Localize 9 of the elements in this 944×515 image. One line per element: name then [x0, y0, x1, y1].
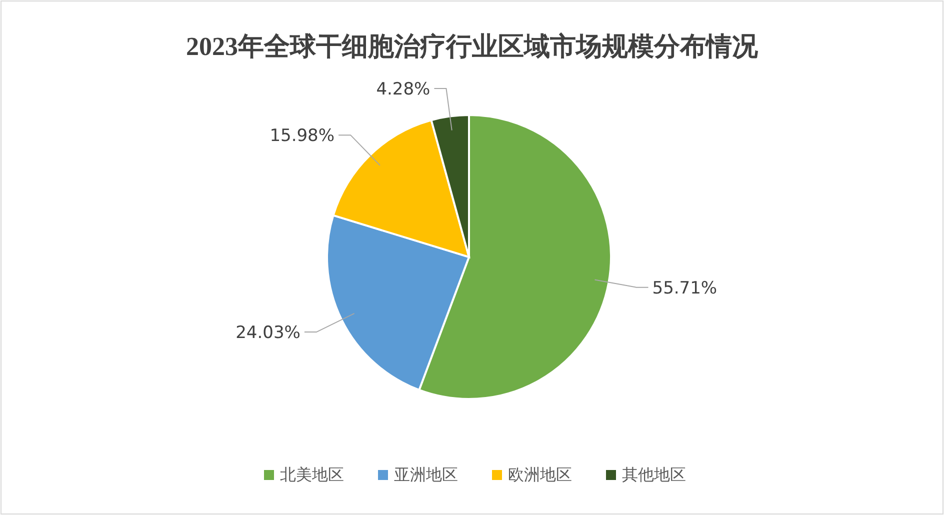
chart-title: 2023年全球干细胞治疗行业区域市场规模分布情况: [186, 32, 759, 61]
data-label: 15.98%: [270, 126, 335, 146]
data-label: 24.03%: [236, 323, 300, 344]
data-label: 4.28%: [376, 80, 430, 100]
data-label: 55.71%: [652, 278, 718, 298]
legend-label: 北美地区: [280, 465, 344, 484]
legend-label: 亚洲地区: [394, 465, 458, 484]
legend-label: 其他地区: [622, 465, 686, 484]
legend-label: 欧洲地区: [508, 465, 572, 484]
